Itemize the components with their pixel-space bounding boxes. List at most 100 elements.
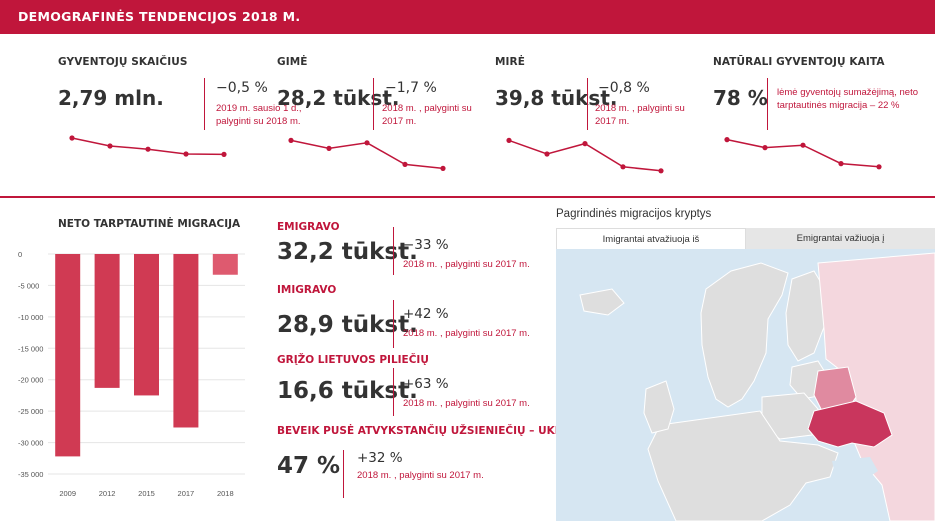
x-tick-label: 2012 [99, 489, 116, 498]
kpi-title: NATŪRALI GYVENTOJŲ KAITA [713, 56, 885, 68]
sparkline-point [620, 164, 626, 170]
kpi-sparkline [288, 137, 446, 171]
country-finland[interactable] [785, 270, 827, 362]
sparkline-point [107, 143, 113, 149]
kpi-change: −0,5 % [216, 80, 268, 96]
stat-returned: GRĮŽO LIETUVOS PILIEČIŲ 16,6 tūkst. +63 … [277, 354, 542, 416]
stat-title: BEVEIK PUSĖ ATVYKSTANČIŲ UŽSIENIEČIŲ – U… [277, 425, 619, 437]
y-tick-label: -25 000 [18, 407, 43, 416]
kpi-separator [373, 78, 374, 130]
bar-2009[interactable] [55, 254, 81, 457]
kpi-separator [204, 78, 205, 130]
sparkline-point [800, 142, 806, 148]
sparkline-point [183, 151, 189, 157]
kpi-sparkline [724, 137, 882, 170]
sparkline-point [544, 151, 550, 157]
sparkline-path [71, 137, 225, 156]
kpi-note: lėmė gyventojų sumažėjimą, neto tarptaut… [777, 87, 918, 111]
stat-change: +42 % [403, 306, 449, 322]
stat-immigrated: IMIGRAVO 28,9 tūkst. +42 % 2018 m. , pal… [277, 284, 542, 348]
section-divider [0, 196, 935, 198]
bar-2012[interactable] [94, 254, 120, 388]
sparkline-point [876, 164, 882, 170]
sparkline-point [402, 161, 408, 167]
bar-2018[interactable] [212, 254, 238, 275]
y-tick-label: -30 000 [18, 439, 43, 448]
kpi-value: 2,79 mln. [58, 86, 164, 110]
kpi-separator [767, 78, 768, 130]
tab-emigrants-to[interactable]: Emigrantai važiuoja į [746, 228, 935, 249]
kpi-separator [587, 78, 588, 130]
kpi-value: 39,8 tūkst. [495, 86, 618, 110]
sparkline-point [658, 168, 664, 174]
stat-ukrainians: BEVEIK PUSĖ ATVYKSTANČIŲ UŽSIENIEČIŲ – U… [277, 425, 619, 498]
kpi-note: 2018 m. , palyginti su 2017 m. [595, 103, 685, 127]
y-tick-label: -35 000 [18, 470, 43, 479]
bar-2017[interactable] [173, 254, 199, 428]
sparkline-point [145, 146, 151, 152]
stat-change: +32 % [357, 450, 403, 466]
map-svg [556, 249, 935, 521]
map-title: Pagrindinės migracijos kryptys [556, 208, 712, 220]
stat-separator [393, 227, 394, 275]
migration-chart-title: NETO TARPTAUTINĖ MIGRACIJA [58, 218, 241, 230]
stat-value: 28,9 tūkst. [277, 312, 418, 338]
kpi-change: −0,8 % [598, 80, 650, 96]
kpi-title: GIMĖ [277, 56, 308, 68]
stat-note: 2018 m. , palyginti su 2017 m. [403, 328, 530, 339]
x-tick-label: 2018 [217, 489, 234, 498]
country-scandinavia[interactable] [700, 262, 789, 408]
stat-separator [393, 300, 394, 348]
kpi-title: MIRĖ [495, 56, 526, 68]
black-sea [832, 457, 878, 483]
country-russia[interactable] [817, 252, 935, 521]
kpi-note: 2019 m. sausio 1 d., palyginti su 2018 m… [216, 103, 302, 127]
stat-note: 2018 m. , palyginti su 2017 m. [403, 259, 530, 270]
kpi-note: 2018 m. , palyginti su 2017 m. [382, 103, 472, 127]
sparkline-point [221, 151, 227, 157]
x-tick-label: 2015 [138, 489, 155, 498]
y-tick-label: -20 000 [18, 376, 43, 385]
stat-emigrated: EMIGRAVO 32,2 tūkst. −33 % 2018 m. , pal… [277, 221, 542, 275]
migration-bar-chart: 0 -5 000 -10 000 -15 000 -20 000 -25 000 -30 0… [18, 250, 245, 498]
country-uk[interactable] [643, 380, 675, 434]
country-central-europe[interactable] [647, 410, 839, 521]
kpi-title: GYVENTOJŲ SKAIČIUS [58, 56, 188, 68]
kpi-population: GYVENTOJŲ SKAIČIUS 2,79 mln. −0,5 % 2019… [58, 56, 302, 196]
kpi-natural-change: NATŪRALI GYVENTOJŲ KAITA 78 % lėmė gyven… [713, 56, 928, 196]
stat-change: −33 % [403, 237, 449, 253]
kpi-births: GIMĖ 28,2 tūkst. −1,7 % 2018 m. , palygi… [277, 56, 492, 196]
x-tick-label: 2017 [178, 489, 195, 498]
header-bar: DEMOGRAFINĖS TENDENCIJOS 2018 M. [0, 0, 935, 34]
sparkline-point [724, 137, 730, 143]
kpi-sparkline [69, 135, 227, 157]
stat-note: 2018 m. , palyginti su 2017 m. [357, 470, 484, 481]
stat-value: 16,6 tūkst. [277, 378, 418, 404]
stat-title: IMIGRAVO [277, 284, 337, 296]
tab-immigrants-from[interactable]: Imigrantai atvažiuoja iš [556, 228, 746, 249]
sparkline-point [838, 161, 844, 167]
sparkline-point [326, 145, 332, 151]
stat-value: 47 % [277, 453, 341, 479]
migration-map[interactable] [556, 249, 935, 521]
sparkline-point [364, 140, 370, 146]
country-ukraine[interactable] [807, 400, 893, 448]
bar-2015[interactable] [134, 254, 159, 396]
page-title: DEMOGRAFINĖS TENDENCIJOS 2018 M. [18, 9, 301, 24]
sparkline-point [582, 141, 588, 147]
y-tick-label: -10 000 [18, 313, 43, 322]
y-tick-label: -5 000 [18, 281, 39, 290]
sparkline-point [762, 145, 768, 151]
stat-value: 32,2 tūkst. [277, 239, 418, 265]
sparkline-point [506, 137, 512, 143]
y-tick-label: -15 000 [18, 344, 43, 353]
country-iceland[interactable] [579, 288, 625, 316]
sparkline-point [69, 135, 75, 141]
stat-title: GRĮŽO LIETUVOS PILIEČIŲ [277, 354, 429, 366]
kpi-change: −1,7 % [385, 80, 437, 96]
kpi-sparkline [506, 137, 664, 174]
stat-separator [343, 450, 344, 498]
kpi-deaths: MIRĖ 39,8 tūkst. −0,8 % 2018 m. , palygi… [495, 56, 710, 196]
stat-title: EMIGRAVO [277, 221, 340, 233]
sparkline-point [288, 137, 294, 143]
